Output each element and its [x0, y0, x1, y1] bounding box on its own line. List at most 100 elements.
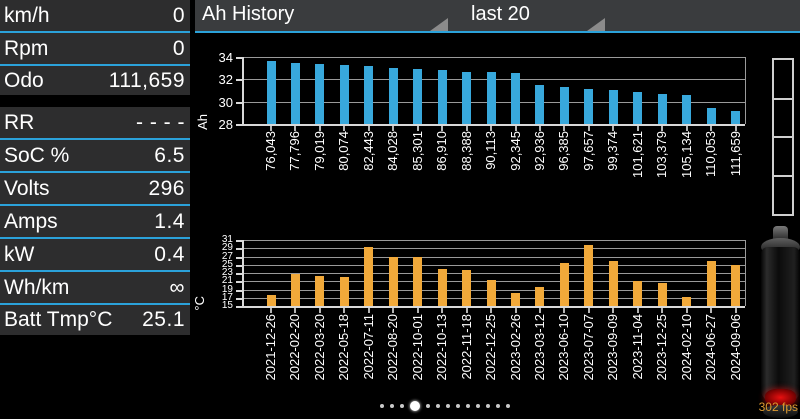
x-tick-label: 2022-03-20 — [312, 314, 327, 381]
sidebar-row-kw[interactable]: kW 0.4 — [0, 239, 190, 272]
range-selector-value: last 20 — [471, 3, 530, 25]
x-tick-mark — [466, 308, 468, 313]
x-tick-mark — [588, 126, 590, 131]
x-tick-label: 101,621 — [630, 131, 645, 178]
ah-bar — [267, 61, 276, 124]
x-tick-mark — [710, 126, 712, 131]
x-tick-label: 103,379 — [654, 131, 669, 178]
page-dot[interactable] — [400, 404, 404, 408]
page-dot[interactable] — [476, 404, 480, 408]
x-tick-mark — [735, 126, 737, 131]
temp-bar — [560, 263, 569, 306]
page-dot[interactable] — [390, 404, 394, 408]
y-tick-label: 15 — [221, 300, 233, 311]
sidebar-row-rpm[interactable]: Rpm 0 — [0, 33, 190, 66]
page-dot[interactable] — [496, 404, 500, 408]
ah-bar — [707, 108, 716, 124]
metric-label: Rpm — [4, 36, 49, 60]
y-axis-title: Ah — [195, 114, 210, 130]
metric-value: 111,659 — [108, 68, 185, 92]
y-tick-mark — [236, 248, 243, 250]
x-tick-mark — [343, 308, 345, 313]
x-tick-mark — [319, 126, 321, 131]
y-axis-title: °C — [192, 296, 207, 311]
page-title: Ah History — [202, 3, 295, 25]
sidebar-row-volts[interactable]: Volts 296 — [0, 173, 190, 206]
page-dot[interactable] — [466, 404, 470, 408]
x-tick-label: 85,301 — [410, 131, 425, 171]
sidebar-row-batt-tmp-c[interactable]: Batt Tmp°C 25.1 — [0, 305, 190, 335]
x-tick-mark — [417, 126, 419, 131]
x-tick-label: 2023-02-26 — [508, 314, 523, 381]
chart-title-spinner[interactable]: Ah History — [195, 0, 450, 31]
x-tick-label: 90,113 — [483, 131, 498, 170]
x-tick-label: 2022-11-18 — [459, 314, 474, 380]
gridline — [243, 257, 745, 258]
gridline — [243, 248, 745, 249]
x-tick-label: 2023-09-09 — [605, 314, 620, 381]
page-indicator[interactable] — [377, 399, 513, 413]
metric-value: 25.1 — [142, 308, 185, 331]
temp-bar — [511, 293, 520, 306]
y-tick-label: 25 — [221, 259, 233, 270]
metric-label: Wh/km — [4, 275, 70, 299]
segment-gauge — [772, 58, 794, 216]
ah-bar — [315, 64, 324, 124]
page-dot[interactable] — [506, 404, 510, 408]
sidebar-row-km-h[interactable]: km/h 0 — [0, 0, 190, 33]
sidebar-row-amps[interactable]: Amps 1.4 — [0, 206, 190, 239]
y-tick-mark — [236, 281, 243, 283]
page-dot-active[interactable] — [410, 401, 420, 411]
x-tick-mark — [563, 126, 565, 131]
sidebar-row-wh-km[interactable]: Wh/km ∞ — [0, 272, 190, 305]
x-tick-mark — [368, 308, 370, 313]
sidebar-row-soc[interactable]: SoC % 6.5 — [0, 140, 190, 173]
metric-label: Odo — [4, 68, 44, 92]
metric-value: 296 — [148, 176, 185, 200]
x-tick-label: 105,134 — [679, 131, 694, 178]
page-dot[interactable] — [446, 404, 450, 408]
gauge-segment-divider — [774, 98, 792, 100]
page-dot[interactable] — [426, 404, 430, 408]
y-tick-label: 17 — [221, 292, 233, 303]
ah-bar — [609, 90, 618, 124]
x-tick-mark — [490, 126, 492, 131]
x-axis-line — [243, 124, 745, 126]
temp-bar — [658, 283, 667, 306]
temp-bar — [389, 257, 398, 306]
x-tick-mark — [515, 126, 517, 131]
range-selector-spinner[interactable]: last 20 — [453, 0, 607, 31]
temp-bar — [267, 295, 276, 306]
sidebar-row-odo[interactable]: Odo 111,659 — [0, 66, 190, 95]
sidebar: km/h 0 Rpm 0 Odo 111,659 RR - - - - SoC % 6.5 Volt… — [0, 0, 190, 335]
x-tick-mark — [417, 308, 419, 313]
ah-bar — [511, 73, 520, 124]
sidebar-row-rr[interactable]: RR - - - - — [0, 107, 190, 140]
y-tick-mark — [236, 306, 243, 308]
temp-bar — [731, 265, 740, 306]
temp-bar — [413, 257, 422, 306]
temp-bar — [340, 277, 349, 306]
x-tick-mark — [319, 308, 321, 313]
y-tick-mark — [236, 298, 243, 300]
x-tick-mark — [563, 308, 565, 313]
ah-bar — [560, 87, 569, 124]
y-tick-label: 23 — [221, 267, 233, 278]
ah-bar — [584, 89, 593, 124]
battery-charge-level-low — [765, 389, 796, 406]
ah-bar — [291, 63, 300, 124]
y-tick-mark — [236, 79, 243, 81]
metric-value: ∞ — [169, 275, 185, 299]
x-tick-label: 80,074 — [336, 131, 351, 171]
x-tick-label: 2023-06-10 — [556, 314, 571, 381]
page-dot[interactable] — [456, 404, 460, 408]
x-tick-mark — [515, 308, 517, 313]
page-dot[interactable] — [486, 404, 490, 408]
x-tick-mark — [637, 126, 639, 131]
x-tick-mark — [294, 308, 296, 313]
page-dot[interactable] — [436, 404, 440, 408]
y-tick-mark — [236, 57, 243, 59]
page-dot[interactable] — [380, 404, 384, 408]
x-tick-label: 2021-12-26 — [263, 314, 278, 381]
